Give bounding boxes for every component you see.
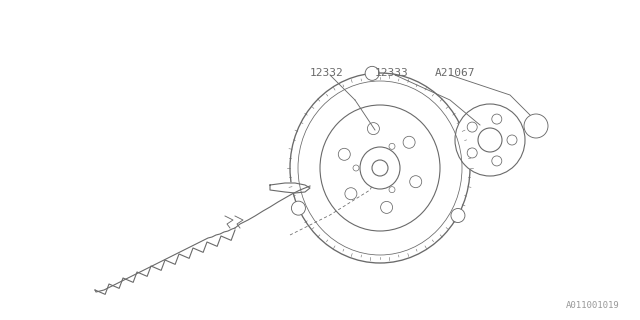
Ellipse shape bbox=[467, 122, 477, 132]
Ellipse shape bbox=[290, 73, 470, 263]
Text: A21067: A21067 bbox=[435, 68, 476, 78]
Ellipse shape bbox=[372, 160, 388, 176]
Ellipse shape bbox=[339, 148, 350, 160]
Ellipse shape bbox=[455, 104, 525, 176]
Ellipse shape bbox=[381, 201, 392, 213]
Text: 12333: 12333 bbox=[375, 68, 409, 78]
Ellipse shape bbox=[524, 114, 548, 138]
Text: A011001019: A011001019 bbox=[566, 301, 620, 310]
Ellipse shape bbox=[467, 148, 477, 158]
Ellipse shape bbox=[451, 209, 465, 222]
Ellipse shape bbox=[360, 147, 400, 189]
Ellipse shape bbox=[507, 135, 517, 145]
Ellipse shape bbox=[492, 114, 502, 124]
Ellipse shape bbox=[492, 156, 502, 166]
Text: 12332: 12332 bbox=[310, 68, 344, 78]
Ellipse shape bbox=[410, 176, 422, 188]
Ellipse shape bbox=[389, 187, 395, 193]
Ellipse shape bbox=[291, 201, 305, 215]
Polygon shape bbox=[95, 228, 235, 294]
Ellipse shape bbox=[353, 165, 359, 171]
Polygon shape bbox=[270, 183, 310, 193]
Ellipse shape bbox=[389, 143, 395, 149]
Ellipse shape bbox=[403, 136, 415, 148]
Ellipse shape bbox=[345, 188, 357, 200]
Ellipse shape bbox=[365, 66, 379, 80]
Ellipse shape bbox=[478, 128, 502, 152]
Ellipse shape bbox=[367, 123, 380, 135]
